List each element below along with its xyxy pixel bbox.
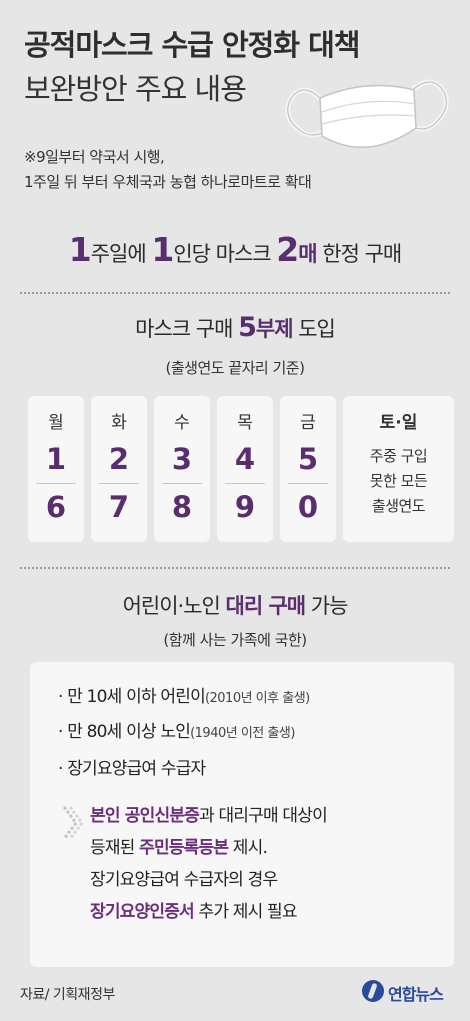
section1-title-number: 5 (238, 312, 257, 343)
column-separator (36, 483, 76, 484)
weekend-line-2: 못한 모든 (369, 472, 428, 490)
para-text: 제시. (228, 838, 268, 858)
item-note: (1940년 이전 출생) (190, 726, 295, 741)
headline-text-3: 한정 구매 (316, 242, 402, 266)
face-mask-icon (285, 79, 449, 148)
weekend-description: 주중 구입 못한 모든 출생연도 (343, 444, 454, 519)
chevron-right-icon (62, 806, 84, 840)
birth-year-digit: 5 (297, 442, 319, 476)
headline-number-weeks: 1 (68, 230, 92, 269)
item-note: (2010년 이후 출생) (204, 691, 310, 706)
weekday-label: 월 (48, 413, 64, 433)
section-divider (20, 292, 450, 294)
birth-year-digit: 2 (108, 442, 130, 476)
required-documents-text: 본인 공인신분증과 대리구매 대상이 등재된 주민등록등본 제시. 장기요양급여… (90, 800, 328, 928)
schedule-column-fri: 금 5 0 (280, 396, 336, 542)
weekday-schedule: 월 1 6 화 2 7 수 3 8 목 4 9 금 5 0 토·일 주중 구입 … (28, 396, 454, 542)
yonhap-logo: 연합뉴스 (362, 978, 462, 1006)
para-text: 과 대리구매 대상이 (199, 806, 328, 826)
section-title-five-day-rotation: 마스크 구매 5부제 도입 (0, 312, 470, 343)
weekday-label: 수 (174, 413, 190, 433)
para-line-3: 장기요양급여 수급자의 경우 (90, 870, 278, 890)
weekend-line-1: 주중 구입 (369, 447, 428, 465)
column-separator (225, 483, 265, 484)
column-separator (99, 483, 139, 484)
birth-year-digit: 6 (45, 490, 67, 524)
section2-title-post: 가능 (305, 594, 349, 618)
para-line-2: 등재된 주민등록등본 제시. (90, 832, 327, 864)
headline-number-masks: 2 (276, 230, 299, 269)
source-credit: 자료/ 기획재정부 (20, 987, 115, 1003)
schedule-column-tue: 화 2 7 (91, 396, 147, 542)
birth-year-digit: 0 (297, 490, 319, 524)
section1-title-post: 도입 (292, 317, 336, 341)
item-main: · 만 10세 이하 어린이 (58, 687, 206, 707)
schedule-column-mon: 월 1 6 (28, 396, 84, 542)
para-line-1: 본인 공인신분증과 대리구매 대상이 (90, 800, 328, 832)
column-separator (162, 483, 202, 484)
headline-text-2: 인당 마스크 (173, 242, 277, 266)
weekend-label: 토·일 (379, 413, 418, 433)
birth-year-digit: 4 (234, 442, 256, 476)
para-line-4: 장기요양인증서 추가 제시 필요 (90, 896, 327, 928)
headline-unit: 매 (298, 242, 317, 266)
section1-title-em: 부제 (255, 317, 294, 341)
schedule-column-thu: 목 4 9 (217, 396, 273, 542)
headline-text-1: 주일에 (90, 242, 152, 266)
page-subtitle: 보완방안 주요 내용 (24, 72, 247, 106)
birth-year-digit: 7 (108, 490, 130, 524)
highlight-id-card: 본인 공인신분증 (90, 806, 200, 826)
notice-line-1: ※9일부터 약국서 시행, (24, 148, 165, 166)
section-divider (20, 567, 450, 569)
section-title-proxy-purchase: 어린이·노인 대리 구매 가능 (0, 590, 470, 620)
section2-title-pre: 어린이·노인 (122, 594, 226, 618)
birth-year-digit: 8 (171, 490, 193, 524)
page-title: 공적마스크 수급 안정화 대책 (24, 28, 360, 62)
weekday-label: 목 (237, 413, 253, 433)
birth-year-digit: 3 (171, 442, 193, 476)
weekend-line-3: 출생연도 (371, 497, 426, 515)
section2-title-em: 대리 구매 (225, 594, 307, 618)
purchase-limit-headline: 1주일에 1인당 마스크 2매 한정 구매 (0, 230, 470, 269)
item-main: · 만 80세 이상 노인 (58, 722, 191, 742)
proxy-purchase-panel: · 만 10세 이하 어린이(2010년 이후 출생) · 만 80세 이상 노… (30, 662, 454, 967)
eligible-item-children: · 만 10세 이하 어린이(2010년 이후 출생) (58, 682, 310, 707)
logo-mark-icon (362, 980, 384, 1002)
section1-subtitle: (출생연도 끝자리 기준) (165, 359, 305, 377)
headline-number-persons: 1 (151, 230, 174, 269)
eligible-item-elderly: · 만 80세 이상 노인(1940년 이전 출생) (58, 717, 295, 742)
logo-text: 연합뉴스 (388, 985, 444, 1004)
schedule-column-weekend: 토·일 주중 구입 못한 모든 출생연도 (343, 396, 454, 542)
eligible-item-long-term-care: · 장기요양급여 수급자 (58, 754, 206, 779)
item-main: · 장기요양급여 수급자 (58, 759, 206, 779)
section1-title-pre: 마스크 구매 (135, 317, 239, 341)
notice: ※9일부터 약국서 시행, 1주일 뒤 부터 우체국과 농협 하나로마트로 확대 (24, 145, 312, 195)
para-text: 추가 제시 필요 (193, 902, 297, 922)
header: 공적마스크 수급 안정화 대책 보완방안 주요 내용 ※9일부터 약국서 시행,… (0, 0, 470, 225)
schedule-column-wed: 수 3 8 (154, 396, 210, 542)
highlight-care-certificate: 장기요양인증서 (90, 902, 195, 922)
weekday-label: 화 (111, 413, 127, 433)
highlight-resident-register: 주민등록등본 (139, 838, 229, 858)
column-separator (288, 483, 328, 484)
birth-year-digit: 9 (234, 490, 256, 524)
notice-line-2: 1주일 뒤 부터 우체국과 농협 하나로마트로 확대 (24, 173, 312, 191)
section2-subtitle: (함께 사는 가족에 국한) (163, 631, 307, 649)
para-text: 등재된 (90, 838, 140, 858)
birth-year-digit: 1 (45, 442, 67, 476)
weekday-label: 금 (300, 413, 316, 433)
